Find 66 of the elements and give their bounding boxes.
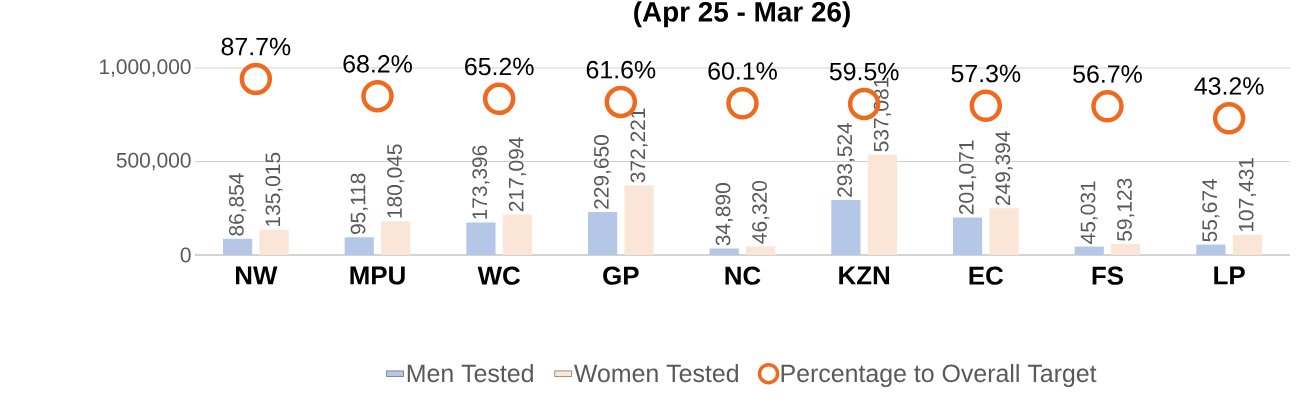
- x-tick-label: EC: [969, 266, 1004, 285]
- x-tick-label: MPU: [350, 266, 405, 285]
- x-tick-label: NW: [236, 266, 278, 285]
- chart-title: (Apr 25 - Mar 26): [634, 1, 850, 28]
- data-label: 217,094: [508, 137, 527, 212]
- bar: [746, 246, 776, 255]
- data-label: 201,071: [958, 140, 977, 215]
- x-tick-label: WC: [477, 266, 521, 285]
- point: [1091, 90, 1124, 123]
- y-tick-label: 1,000,000: [100, 59, 191, 77]
- data-label: 61.6%: [586, 60, 656, 79]
- data-label: 46,320: [752, 180, 770, 244]
- bar: [259, 229, 289, 255]
- point: [361, 79, 394, 113]
- point: [482, 82, 516, 116]
- bar: [624, 185, 654, 255]
- data-label: 173,396: [472, 145, 490, 219]
- x-tick-label: GP: [603, 266, 639, 285]
- bar: [952, 217, 983, 255]
- data-label: 180,045: [387, 144, 405, 218]
- bar: [587, 212, 618, 255]
- legend-label: Women Tested: [574, 363, 738, 383]
- x-tick-label: FS: [1092, 266, 1124, 285]
- data-label: 249,394: [995, 131, 1013, 206]
- data-label: 135,015: [265, 152, 283, 226]
- point: [1212, 102, 1246, 135]
- point: [726, 87, 759, 120]
- point: [969, 89, 1003, 123]
- data-label: 59,123: [1117, 178, 1135, 241]
- point: [239, 62, 273, 96]
- bar: [989, 208, 1019, 255]
- x-tick-label: NC: [725, 266, 761, 285]
- y-tick-label: 0: [180, 247, 191, 263]
- data-label: 229,650: [593, 135, 612, 209]
- bar: [466, 222, 496, 255]
- x-tick-label: KZN: [839, 266, 890, 285]
- data-label: 87.7%: [221, 37, 291, 56]
- data-label: 293,524: [837, 122, 855, 197]
- bar: [1074, 246, 1104, 255]
- bar: [381, 221, 411, 255]
- data-label: 60.1%: [708, 62, 777, 80]
- legend-label: Percentage to Overall Target: [781, 363, 1097, 388]
- data-label: 55,674: [1202, 179, 1220, 242]
- bar: [344, 237, 374, 255]
- data-label: 56.7%: [1073, 65, 1142, 83]
- data-label: 43.2%: [1194, 77, 1264, 95]
- data-label: 86,854: [228, 173, 247, 236]
- y-tick-label: 500,000: [116, 152, 191, 171]
- data-label: 65.2%: [465, 57, 534, 76]
- bar: [1111, 243, 1141, 255]
- bar: [709, 248, 739, 255]
- data-label: 68.2%: [343, 55, 412, 73]
- data-label: 34,890: [715, 183, 733, 246]
- data-label: 95,118: [350, 173, 368, 235]
- data-label: 107,431: [1238, 158, 1257, 232]
- bar: [222, 238, 253, 255]
- bar: [1232, 234, 1262, 255]
- bar: [502, 214, 533, 255]
- legend-label: Men Tested: [407, 363, 533, 383]
- data-label: 57.3%: [951, 64, 1021, 83]
- bar: [1196, 244, 1226, 255]
- data-label: 45,031: [1080, 181, 1098, 244]
- bar: [831, 200, 861, 255]
- x-tick-label: LP: [1214, 266, 1245, 285]
- data-label: 372,221: [630, 108, 648, 183]
- bar: [867, 154, 897, 255]
